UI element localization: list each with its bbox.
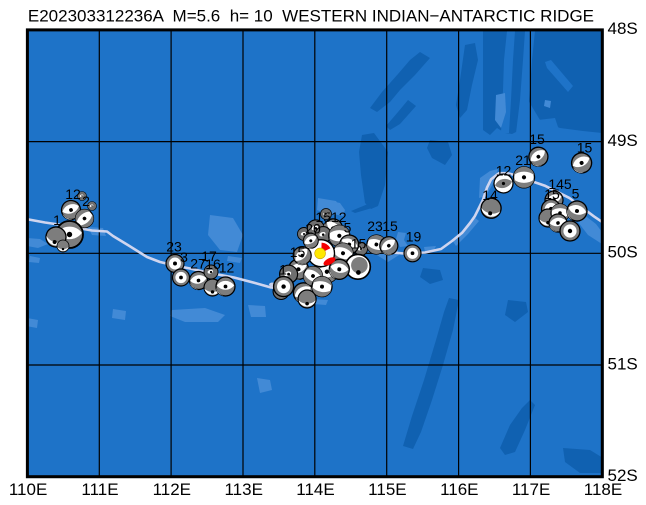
svg-text:116E: 116E	[440, 480, 478, 499]
svg-text:118E: 118E	[584, 480, 622, 499]
svg-text:12: 12	[65, 186, 81, 202]
svg-text:5: 5	[572, 186, 580, 202]
svg-text:113E: 113E	[224, 480, 262, 499]
svg-text:15: 15	[290, 244, 306, 260]
svg-text:5: 5	[344, 220, 352, 236]
svg-text:17: 17	[201, 248, 217, 264]
svg-text:115E: 115E	[368, 480, 406, 499]
svg-text:15: 15	[351, 236, 367, 252]
svg-text:12: 12	[219, 260, 235, 276]
svg-text:23: 23	[367, 218, 383, 234]
svg-text:49S: 49S	[608, 131, 638, 150]
svg-text:27: 27	[190, 256, 206, 272]
svg-text:2: 2	[82, 193, 90, 209]
svg-text:20: 20	[305, 221, 321, 237]
svg-text:145: 145	[548, 176, 572, 192]
svg-text:15: 15	[544, 186, 560, 202]
svg-text:48S: 48S	[608, 19, 638, 38]
svg-text:21: 21	[515, 152, 531, 168]
svg-text:51S: 51S	[608, 354, 638, 373]
svg-text:19: 19	[406, 228, 422, 244]
svg-text:15: 15	[382, 218, 398, 234]
svg-text:1: 1	[279, 262, 287, 278]
svg-text:14: 14	[482, 187, 498, 203]
svg-text:110E: 110E	[9, 480, 47, 499]
svg-text:117E: 117E	[512, 480, 550, 499]
svg-text:12: 12	[496, 163, 512, 179]
svg-text:3: 3	[180, 249, 188, 265]
svg-text:15: 15	[577, 140, 593, 156]
svg-text:114E: 114E	[296, 480, 334, 499]
svg-text:1512: 1512	[315, 209, 346, 225]
svg-text:112E: 112E	[153, 480, 191, 499]
svg-text:23: 23	[166, 239, 182, 255]
svg-text:111E: 111E	[81, 480, 118, 499]
svg-text:16: 16	[205, 256, 221, 272]
svg-text:E202303312236A M=5.6 h= 10: E202303312236A M=5.6 h= 10 WESTERN INDIA…	[28, 7, 594, 26]
svg-text:15: 15	[529, 131, 545, 147]
svg-text:1: 1	[53, 212, 61, 228]
svg-text:52S: 52S	[608, 466, 638, 485]
svg-text:50S: 50S	[608, 243, 638, 262]
